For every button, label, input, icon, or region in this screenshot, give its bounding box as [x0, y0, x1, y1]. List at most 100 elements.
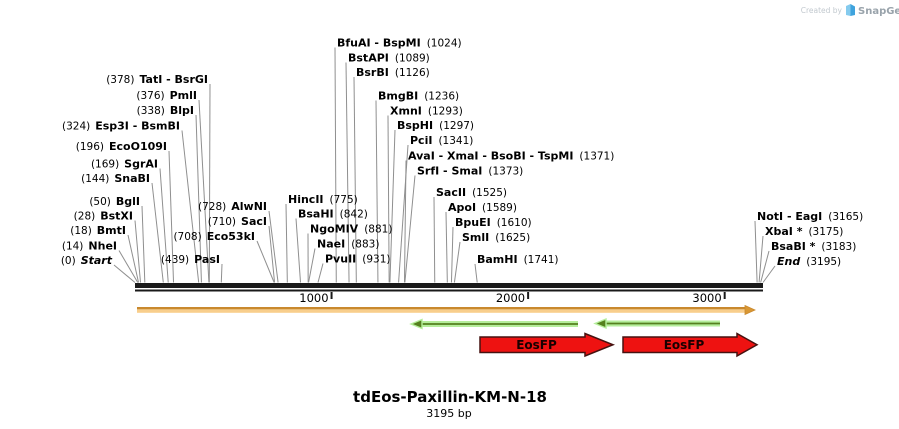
- site-leader-line: [389, 129, 396, 283]
- leader-lines-group: [113, 47, 776, 283]
- site-label: (728) AlwNI: [198, 200, 267, 213]
- site-label: ApoI (1589): [448, 201, 517, 214]
- site-leader-line: [375, 100, 379, 283]
- site-label: NgoMIV (881): [310, 223, 392, 236]
- site-leader-line: [398, 144, 409, 283]
- primer-arrow-1-head: [409, 318, 423, 330]
- site-leader-line: [317, 263, 324, 283]
- scale-group: 1000 2000 3000: [299, 291, 726, 305]
- site-leader-line: [256, 240, 275, 283]
- site-leader-line: [151, 182, 164, 283]
- scale-label: 3000: [692, 291, 721, 305]
- scale-label: 1000: [299, 291, 328, 305]
- site-label: BspHI (1297): [397, 119, 474, 132]
- sequence-bar: [135, 283, 763, 292]
- site-leader-line: [433, 196, 436, 283]
- site-label: BsaHI (842): [298, 208, 368, 221]
- eosfp-arrow-1-label: EosFP: [516, 338, 557, 352]
- site-leader-line: [760, 250, 770, 283]
- logo-right-shape: [850, 4, 855, 16]
- site-label: PciI (1341): [410, 134, 473, 147]
- site-leader-line: [445, 211, 448, 283]
- site-label: (439) PasI: [161, 253, 220, 266]
- full-span-arrow-bottom: [137, 309, 745, 313]
- eosfp-arrow-1: [479, 332, 616, 358]
- site-leader-line: [403, 160, 407, 283]
- title-block: tdEos-Paxillin-KM-N-18 3195 bp: [353, 388, 547, 420]
- site-label: BstAPI (1089): [348, 52, 430, 65]
- site-leader-line: [113, 264, 136, 283]
- sequence-bar-underline: [135, 289, 763, 292]
- site-leader-line: [268, 225, 276, 283]
- site-leader-line: [453, 241, 461, 283]
- site-leader-line: [208, 83, 211, 283]
- primer-arrow-2-head: [593, 317, 607, 330]
- site-label: XmnI (1293): [390, 105, 463, 118]
- site-leader-line: [181, 130, 200, 283]
- map-title: tdEos-Paxillin-KM-N-18: [353, 388, 547, 406]
- site-label: HincII (775): [288, 193, 358, 206]
- map-length: 3195 bp: [426, 407, 471, 420]
- site-leader-line: [353, 76, 357, 283]
- site-leader-line: [118, 250, 139, 283]
- site-leader-line: [198, 99, 210, 283]
- site-leader-line: [758, 235, 764, 283]
- site-label: BmgBI (1236): [378, 90, 459, 103]
- logo-left-shape: [846, 4, 851, 16]
- site-leader-line: [345, 62, 350, 283]
- site-label: BsrBI (1126): [356, 66, 430, 79]
- watermark-prefix: Created by: [801, 6, 843, 15]
- site-label: (14) NheI: [62, 240, 117, 253]
- site-label: SmlI (1625): [462, 231, 530, 244]
- eosfp-arrow-2-label: EosFP: [664, 338, 705, 352]
- site-label: BamHI (1741): [477, 253, 559, 266]
- site-leader-line: [334, 47, 337, 283]
- site-leader-line: [387, 115, 390, 283]
- scale-label: 2000: [496, 291, 525, 305]
- site-label: (196) EcoO109I: [76, 140, 167, 153]
- site-label: BfuAI - BspMI (1024): [337, 37, 462, 50]
- snapgene-logo-icon: [846, 4, 855, 16]
- site-label: (169) SgrAI: [91, 158, 158, 171]
- site-leader-line: [474, 263, 478, 283]
- full-span-arrow-head: [744, 304, 756, 316]
- site-label: (50) BglI: [89, 195, 140, 208]
- site-leader-line: [308, 248, 316, 283]
- site-label: (708) Eco53kI: [173, 230, 255, 243]
- site-leader-line: [268, 210, 279, 283]
- site-label: SacII (1525): [436, 186, 507, 199]
- site-leader-line: [220, 263, 223, 283]
- site-label: NaeI (883): [317, 238, 379, 251]
- features-group: EosFP EosFP: [137, 304, 759, 358]
- site-leader-line: [295, 218, 301, 283]
- site-label: (18) BmtI: [70, 224, 126, 237]
- site-leader-line: [195, 114, 202, 283]
- site-label: (28) BstXI: [74, 210, 133, 223]
- site-leader-line: [285, 203, 288, 283]
- site-label: (376) PmlI: [136, 89, 197, 102]
- site-label: PvuII (931): [325, 253, 390, 266]
- site-leader-line: [141, 205, 146, 283]
- site-label: End (3195): [777, 255, 841, 268]
- site-labels-group: (0) Start(14) NheI (18) BmtI(28) BstXI (50) Bgl…: [61, 37, 863, 269]
- site-label: (144) SnaBI: [81, 172, 150, 185]
- site-label: (338) BlpI: [137, 104, 194, 117]
- site-leader-line: [754, 220, 758, 283]
- site-label: (0) Start: [61, 254, 113, 267]
- site-label: AvaI - XmaI - BsoBI - TspMI (1371): [408, 150, 614, 163]
- watermark: Created by SnapGene: [801, 4, 899, 17]
- sequence-bar-main: [135, 283, 763, 288]
- site-label: SrfI - SmaI (1373): [417, 165, 523, 178]
- site-leader-line: [450, 226, 454, 283]
- site-label: (324) Esp3I - BsmBI: [62, 120, 180, 133]
- site-leader-line: [159, 168, 169, 283]
- site-leader-line: [168, 150, 175, 283]
- full-span-arrow-top: [137, 307, 745, 310]
- site-label: (378) TatI - BsrGI: [106, 73, 208, 86]
- site-label: BsaBI * (3183): [771, 240, 856, 253]
- site-leader-line: [134, 220, 142, 283]
- site-label: NotI - EagI (3165): [757, 210, 863, 223]
- watermark-brand: SnapGene: [858, 6, 899, 17]
